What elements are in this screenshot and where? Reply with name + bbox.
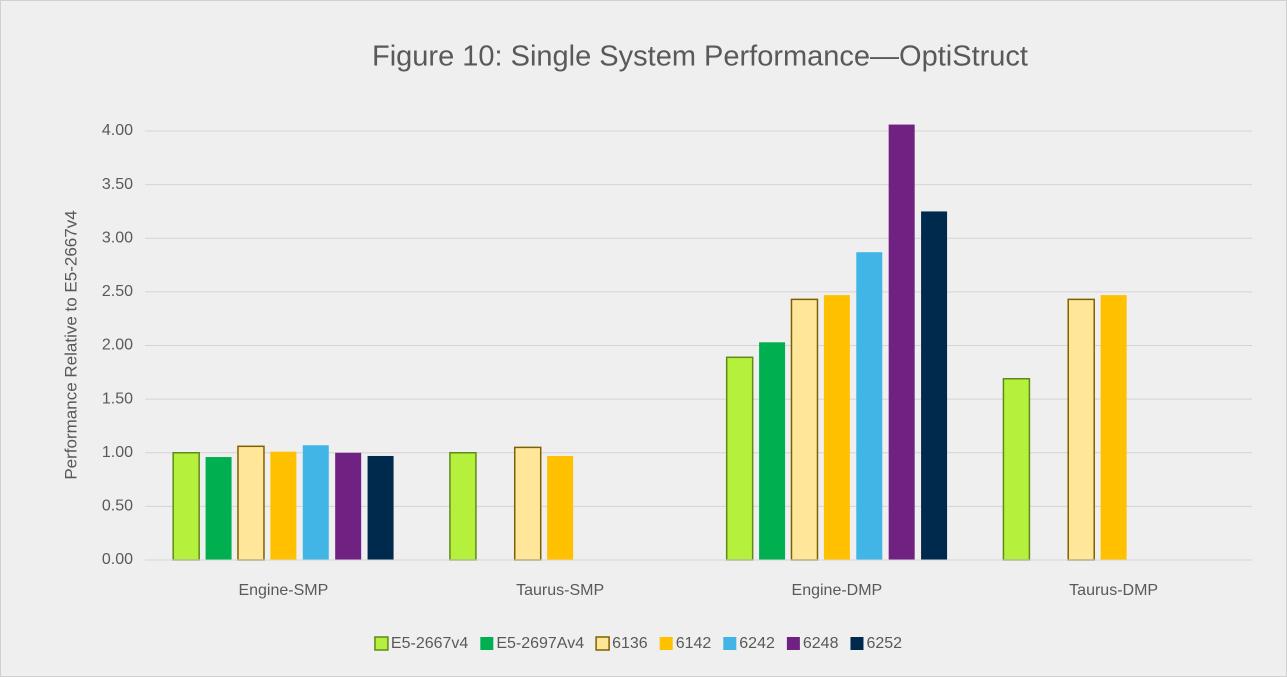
legend-label: 6142	[676, 635, 712, 652]
bar	[335, 452, 362, 560]
bar	[172, 452, 200, 561]
legend-label: 6136	[612, 635, 648, 652]
bar	[759, 342, 786, 560]
bar	[1067, 298, 1095, 561]
legend-swatch	[723, 637, 737, 650]
legend-label: E5-2667v4	[391, 635, 468, 652]
legend-swatch	[659, 637, 673, 650]
bar	[449, 452, 477, 561]
legend-swatch	[595, 636, 610, 651]
bar	[888, 124, 915, 560]
bar	[237, 445, 265, 561]
bar	[790, 298, 819, 561]
y-tick-label: 2.50	[102, 283, 133, 300]
y-axis-label: Performance Relative to E5-2667v4	[61, 210, 80, 479]
y-tick-label: 0.00	[102, 551, 133, 568]
bar	[547, 455, 574, 560]
y-tick-label: 1.50	[102, 390, 133, 407]
bar	[1002, 377, 1031, 561]
legend-swatch	[786, 637, 800, 650]
bar	[921, 211, 948, 560]
y-tick-label: 0.50	[102, 498, 133, 515]
legend-label: 6242	[739, 635, 775, 652]
bar	[205, 457, 232, 560]
bar	[1100, 295, 1127, 560]
x-tick-label: Taurus-DMP	[1069, 582, 1158, 599]
bar	[725, 356, 754, 561]
y-tick-label: 3.00	[102, 229, 133, 246]
legend-swatch	[374, 636, 389, 651]
y-tick-label: 3.50	[102, 176, 133, 193]
x-tick-label: Taurus-SMP	[516, 582, 604, 599]
bar	[856, 252, 883, 560]
legend-label: 6252	[866, 635, 902, 652]
bar	[302, 445, 329, 560]
bar	[367, 455, 394, 560]
legend-label: 6248	[803, 635, 839, 652]
legend-label: E5-2697Av4	[496, 635, 584, 652]
x-tick-label: Engine-DMP	[792, 582, 883, 599]
legend-swatch	[850, 637, 864, 650]
bar	[270, 451, 297, 560]
bar	[823, 295, 850, 560]
bar	[513, 446, 542, 561]
x-tick-label: Engine-SMP	[238, 582, 328, 599]
y-tick-label: 1.00	[102, 444, 133, 461]
legend-swatch	[480, 637, 494, 650]
chart-title: Figure 10: Single System Performance—Opt…	[372, 41, 1028, 73]
y-tick-label: 4.00	[102, 122, 133, 139]
y-tick-label: 2.00	[102, 337, 133, 354]
